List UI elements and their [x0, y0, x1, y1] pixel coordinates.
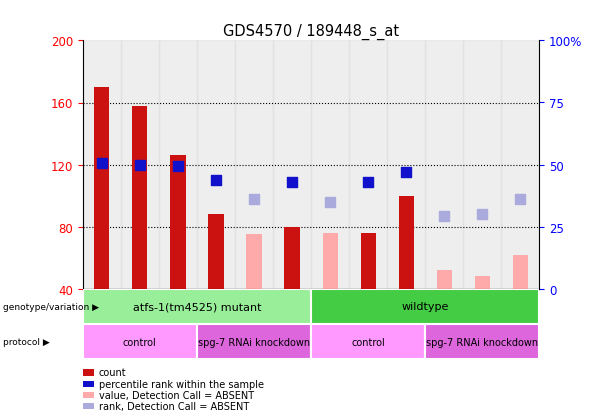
Bar — [273, 41, 311, 289]
Bar — [360, 233, 376, 289]
Text: control: control — [351, 337, 385, 347]
Bar — [170, 156, 186, 289]
Text: genotype/variation ▶: genotype/variation ▶ — [3, 302, 99, 311]
Text: atfs-1(tm4525) mutant: atfs-1(tm4525) mutant — [132, 301, 261, 312]
Bar — [463, 41, 501, 289]
Bar — [284, 227, 300, 289]
Text: protocol ▶: protocol ▶ — [3, 337, 50, 346]
Bar — [132, 106, 148, 289]
Bar — [208, 215, 224, 289]
Bar — [246, 235, 262, 289]
Bar — [425, 324, 539, 359]
Text: spg-7 RNAi knockdown: spg-7 RNAi knockdown — [198, 337, 310, 347]
Bar — [159, 41, 197, 289]
Bar — [83, 41, 121, 289]
Bar — [197, 324, 311, 359]
Bar — [197, 41, 235, 289]
Point — [478, 211, 487, 218]
Point — [326, 199, 335, 206]
Text: spg-7 RNAi knockdown: spg-7 RNAi knockdown — [426, 337, 538, 347]
Point — [173, 164, 183, 170]
Bar — [235, 41, 273, 289]
Bar — [474, 277, 490, 289]
Bar — [83, 289, 311, 324]
Bar — [387, 41, 425, 289]
Point — [287, 179, 297, 185]
Bar — [94, 88, 109, 289]
Bar — [322, 233, 338, 289]
Point — [364, 179, 373, 185]
Text: value, Detection Call = ABSENT: value, Detection Call = ABSENT — [99, 390, 254, 400]
Bar — [311, 324, 425, 359]
Bar — [501, 41, 539, 289]
Point — [211, 177, 221, 184]
Bar — [311, 289, 539, 324]
Bar — [398, 196, 414, 289]
Bar — [311, 41, 349, 289]
Bar — [121, 41, 159, 289]
Text: percentile rank within the sample: percentile rank within the sample — [99, 379, 264, 389]
Title: GDS4570 / 189448_s_at: GDS4570 / 189448_s_at — [223, 24, 399, 40]
Bar — [436, 271, 452, 289]
Text: wildtype: wildtype — [402, 301, 449, 312]
Point — [249, 196, 259, 203]
Text: control: control — [123, 337, 157, 347]
Bar — [425, 41, 463, 289]
Point — [440, 213, 449, 220]
Text: count: count — [99, 368, 126, 377]
Point — [402, 170, 411, 176]
Point — [516, 196, 525, 203]
Bar — [349, 41, 387, 289]
Bar — [513, 255, 528, 289]
Text: rank, Detection Call = ABSENT: rank, Detection Call = ABSENT — [99, 401, 249, 411]
Point — [97, 160, 107, 167]
Point — [135, 162, 145, 169]
Bar — [83, 324, 197, 359]
